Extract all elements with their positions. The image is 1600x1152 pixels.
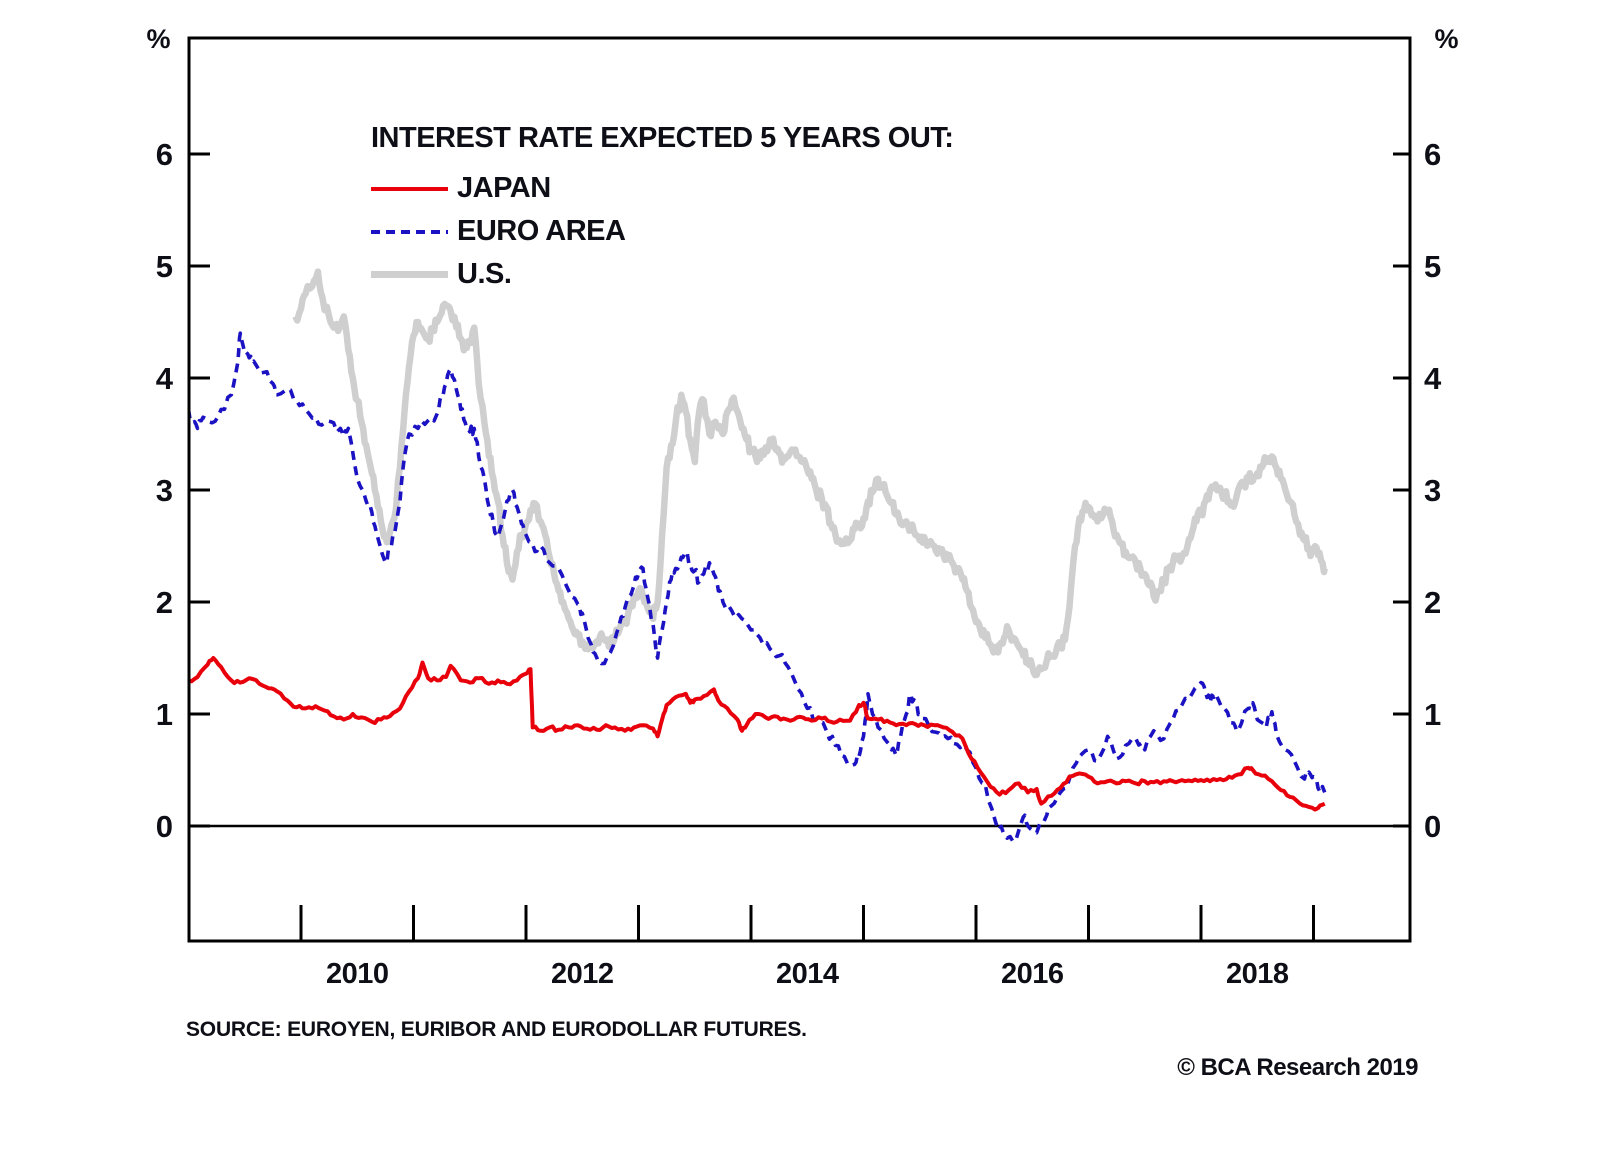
- source-note: SOURCE: EUROYEN, EURIBOR AND EURODOLLAR …: [186, 1018, 807, 1041]
- y-tick-label-right-4: 4: [1424, 360, 1441, 396]
- y-tick-label-left-5: 5: [155, 248, 173, 284]
- x-tick-label-2012: 2012: [550, 958, 614, 990]
- x-tick-label-2016: 2016: [1000, 958, 1064, 990]
- legend-label-us: U.S.: [457, 258, 512, 290]
- y-axis-unit-right: %: [1434, 24, 1458, 54]
- x-tick-label-2018: 2018: [1225, 958, 1289, 990]
- legend-title: INTEREST RATE EXPECTED 5 YEARS OUT:: [371, 122, 954, 154]
- y-tick-label-right-3: 3: [1424, 472, 1441, 508]
- euro-area-line-swatch: [371, 229, 448, 234]
- y-tick-label-right-2: 2: [1424, 584, 1441, 620]
- x-tick-label-2014: 2014: [775, 958, 839, 990]
- y-tick-label-right-0: 0: [1424, 808, 1441, 844]
- y-tick-label-left-0: 0: [155, 808, 173, 844]
- x-tick-label-2010: 2010: [325, 958, 389, 990]
- legend-label-japan: JAPAN: [457, 172, 551, 204]
- y-tick-label-right-1: 1: [1424, 696, 1441, 732]
- y-tick-label-left-6: 6: [155, 136, 173, 172]
- legend-item-japan: JAPAN: [371, 167, 953, 210]
- us-line-swatch: [371, 271, 448, 278]
- y-tick-label-right-5: 5: [1424, 248, 1441, 284]
- legend: INTEREST RATE EXPECTED 5 YEARS OUT: JAPA…: [371, 122, 954, 296]
- y-axis-unit-left: %: [146, 24, 170, 54]
- japan-line-swatch: [371, 186, 448, 191]
- series-line-japan: [190, 656, 1326, 812]
- legend-item-euro-area: EURO AREA: [371, 210, 953, 253]
- copyright-note: © BCA Research 2019: [1177, 1054, 1418, 1081]
- y-tick-label-right-6: 6: [1424, 136, 1441, 172]
- y-tick-label-left-4: 4: [155, 360, 173, 396]
- legend-label-euro-area: EURO AREA: [457, 215, 626, 247]
- y-tick-label-left-2: 2: [155, 584, 173, 620]
- y-tick-label-left-3: 3: [155, 472, 173, 508]
- y-tick-label-left-1: 1: [155, 696, 173, 732]
- series-line-u-s: [292, 268, 1328, 679]
- legend-item-us: U.S.: [371, 253, 953, 296]
